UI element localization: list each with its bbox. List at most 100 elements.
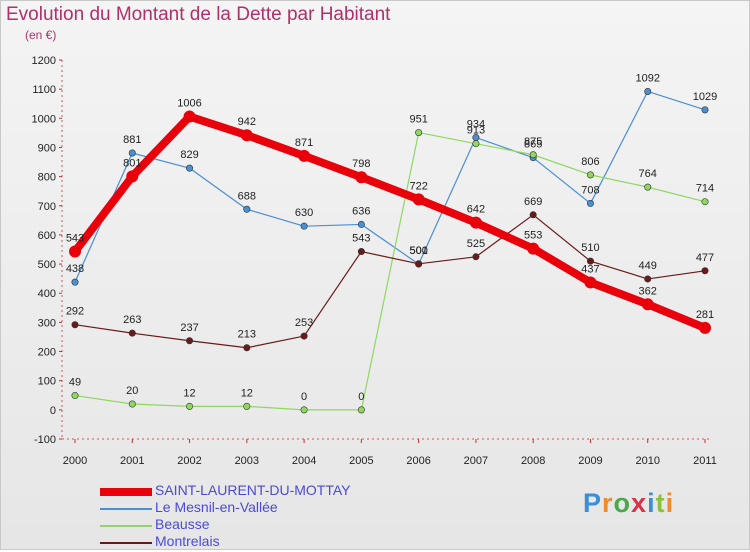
logo-letter: o [613,488,632,518]
data-label: 630 [295,207,313,219]
legend-swatch [100,542,152,544]
data-point [183,110,196,123]
data-label: 764 [639,168,657,180]
data-point [415,260,423,268]
data-label: 437 [581,263,599,275]
y-tick-label: -100 [34,434,56,446]
y-tick-label: 200 [38,347,56,359]
data-labels: 438 881 829 688 630 636 500 934 865 708 1092 1029 49… [66,72,717,402]
data-point [186,337,194,345]
data-label: 829 [180,149,198,161]
y-tick-label: 0 [50,405,56,417]
unit-label: (en €) [25,28,57,42]
data-label: 722 [409,180,427,192]
legend-label: SAINT-LAURENT-DU-MOTTAY [155,482,351,498]
data-label: 281 [696,309,714,321]
data-point [527,242,540,255]
data-point [584,276,597,289]
x-tick-label: 2006 [406,455,430,467]
data-label: 292 [66,306,84,318]
data-point [243,402,251,410]
series-line-0 [71,112,709,332]
data-point [300,222,308,230]
y-tick-label: 900 [38,142,56,154]
y-tick-label: 1200 [32,55,56,67]
data-label: 500 [409,245,427,257]
legend-label: Beausse [155,516,210,532]
logo-letter: i [665,488,675,518]
legend-label: Montrelais [155,533,220,549]
data-label: 438 [66,263,84,275]
data-label: 806 [581,156,599,168]
y-tick-label: 300 [38,317,56,329]
data-label: 1092 [635,72,659,84]
data-label: 525 [467,238,485,250]
x-tick-label: 2001 [120,455,144,467]
series-line-1 [74,90,706,283]
data-point [71,392,79,400]
logo-letter: x [631,488,648,518]
data-label: 543 [352,233,370,245]
data-point [415,129,423,137]
legend-swatch [100,525,152,527]
data-point [701,198,709,206]
data-label: 714 [696,183,714,195]
data-point [357,406,365,414]
logo-letter: r [602,488,614,518]
data-point [71,278,79,286]
data-label: 0 [358,391,364,403]
data-point [300,406,308,414]
data-label: 636 [352,205,370,217]
data-label: 934 [467,119,485,131]
data-point [641,298,654,311]
data-label: 543 [66,233,84,245]
data-point [472,253,480,261]
data-point [240,129,253,142]
data-label: 1029 [693,91,717,103]
y-tick-label: 1000 [32,113,56,125]
data-point [699,321,711,334]
data-label: 951 [409,114,427,126]
data-point [529,211,537,219]
data-point [472,140,480,148]
data-label: 510 [581,242,599,254]
data-point [586,257,594,265]
axes: -100010020030040050060070080090010001100… [32,55,717,467]
data-point [71,321,79,329]
x-tick-label: 2002 [177,455,201,467]
data-point [128,329,136,337]
data-point [128,400,136,408]
data-label: 477 [696,252,714,264]
data-label: 881 [123,134,141,146]
data-label: 942 [238,116,256,128]
data-point [300,332,308,340]
logo-letter: P [583,488,603,518]
legend-swatch [100,488,152,496]
data-point [644,87,652,95]
series-line-2 [74,131,706,411]
data-point [128,149,136,157]
data-point [243,205,251,213]
y-tick-label: 400 [38,288,56,300]
y-tick-label: 500 [38,259,56,271]
data-point [243,344,251,352]
data-label: 801 [123,157,141,169]
data-point [412,193,425,206]
logo-letter: t [655,488,666,518]
data-point [126,170,139,183]
data-label: 263 [123,314,141,326]
data-label: 501 [409,245,427,257]
data-label: 20 [126,385,138,397]
logo-letter: i [647,488,656,518]
series-line-3 [74,214,706,349]
data-label: 1006 [177,98,201,110]
data-label: 449 [639,260,657,272]
data-label: 798 [352,158,370,170]
data-label: 871 [295,137,313,149]
data-label: 865 [524,139,542,151]
data-point [586,171,594,179]
x-tick-label: 2007 [464,455,488,467]
data-label: 0 [301,391,307,403]
data-point [186,164,194,172]
